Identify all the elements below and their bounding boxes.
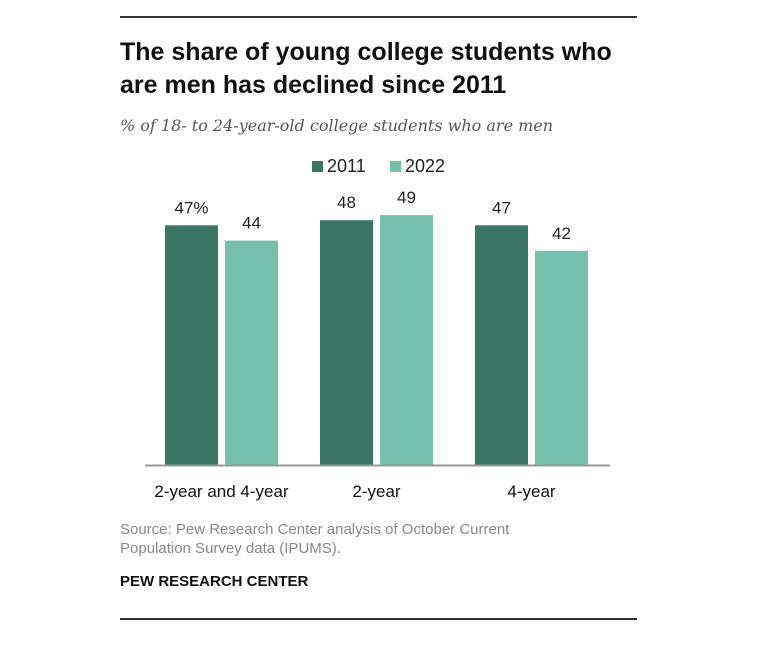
bar-2011-0 (165, 225, 218, 465)
top-rule (120, 16, 637, 18)
legend-swatch-2022 (390, 161, 401, 172)
bar-2022-0 (225, 240, 278, 465)
bar-2011-1 (320, 220, 373, 465)
bar-2022-2 (535, 250, 588, 465)
data-label: 42 (552, 224, 571, 243)
data-label: 47% (174, 198, 208, 217)
category-label: 2-year (352, 482, 401, 501)
legend-label: 2011 (327, 156, 366, 176)
data-label: 47 (492, 198, 511, 217)
chart-title: The share of young college students who … (120, 38, 612, 99)
data-label: 49 (397, 188, 416, 207)
bar-2011-2 (475, 225, 528, 465)
legend-label: 2022 (405, 156, 446, 176)
bar-2022-1 (380, 215, 433, 465)
data-label: 48 (337, 193, 356, 212)
brand-label: PEW RESEARCH CENTER (120, 573, 309, 590)
legend-swatch-2011 (312, 161, 323, 172)
source-note: Source: Pew Research Center analysis of … (120, 521, 510, 557)
category-label: 2-year and 4-year (154, 482, 289, 501)
legend-item-2022: 2022 (390, 156, 445, 177)
data-label: 44 (242, 214, 261, 233)
bottom-rule (120, 618, 637, 620)
category-label: 4-year (507, 482, 556, 501)
chart-subtitle: % of 18- to 24-year-old college students… (120, 116, 554, 135)
legend-item-2011: 2011 (312, 156, 366, 177)
